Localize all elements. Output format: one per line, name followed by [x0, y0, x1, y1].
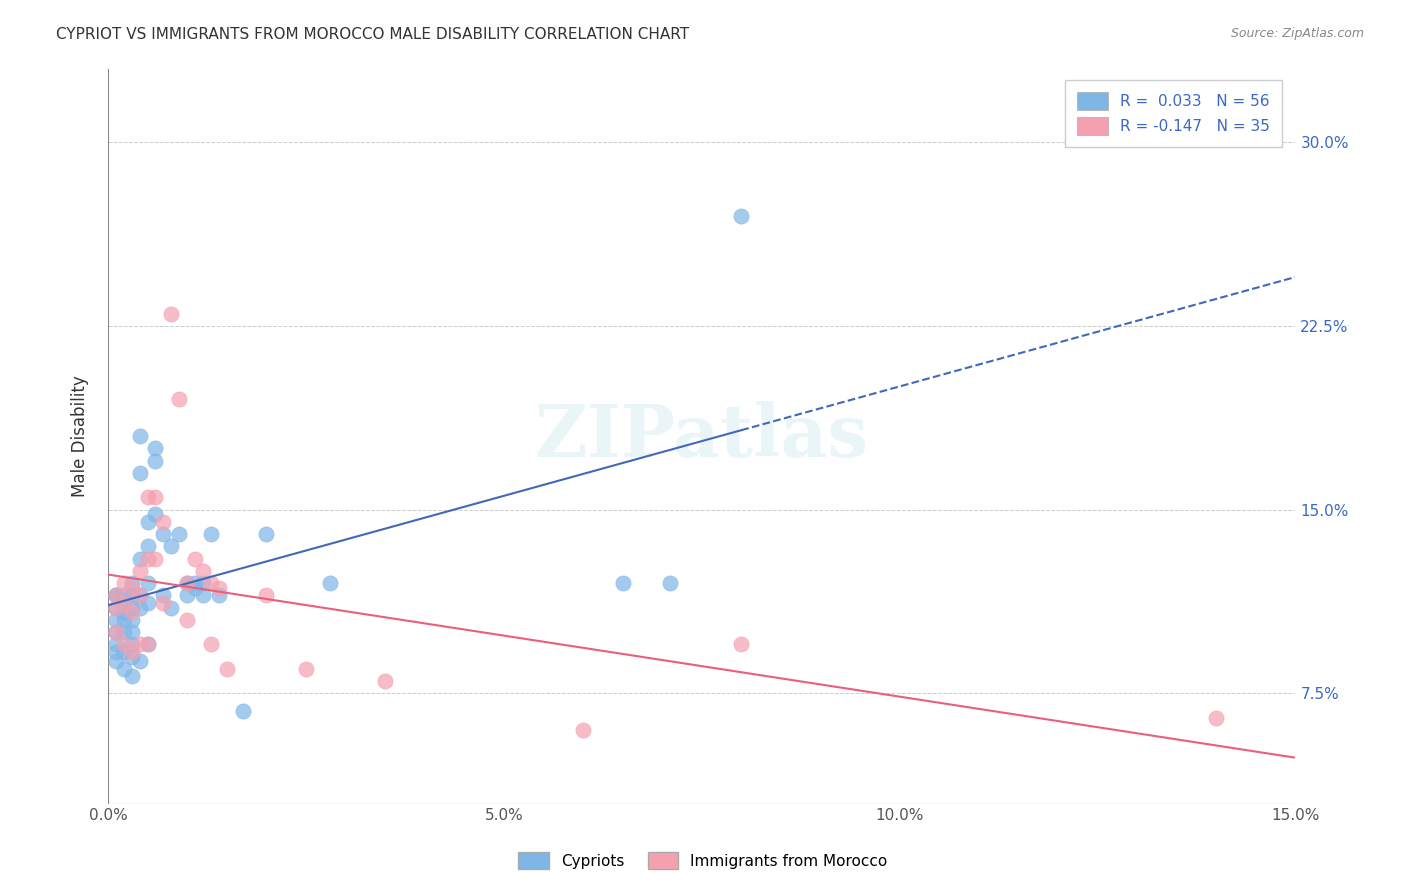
Legend: Cypriots, Immigrants from Morocco: Cypriots, Immigrants from Morocco	[512, 846, 894, 875]
Text: ZIPatlas: ZIPatlas	[534, 401, 869, 472]
Point	[136, 576, 159, 591]
Point	[121, 606, 143, 620]
Point	[145, 453, 167, 467]
Point	[112, 588, 135, 602]
Point	[104, 600, 127, 615]
Point	[136, 551, 159, 566]
Point	[145, 508, 167, 522]
Point	[318, 576, 340, 591]
Point	[167, 392, 190, 407]
Point	[200, 576, 222, 591]
Point	[295, 662, 318, 676]
Point	[145, 442, 167, 456]
Point	[152, 527, 174, 541]
Point	[152, 515, 174, 529]
Point	[112, 613, 135, 627]
Point	[184, 551, 207, 566]
Point	[128, 466, 150, 480]
Point	[160, 307, 183, 321]
Point	[128, 551, 150, 566]
Point	[121, 649, 143, 664]
Point	[128, 588, 150, 602]
Legend: R =  0.033   N = 56, R = -0.147   N = 35: R = 0.033 N = 56, R = -0.147 N = 35	[1064, 80, 1282, 147]
Point	[112, 576, 135, 591]
Point	[104, 645, 127, 659]
Point	[136, 637, 159, 651]
Point	[191, 564, 214, 578]
Point	[200, 637, 222, 651]
Point	[121, 588, 143, 602]
Point	[121, 581, 143, 595]
Point	[176, 613, 198, 627]
Point	[128, 600, 150, 615]
Point	[121, 637, 143, 651]
Point	[191, 576, 214, 591]
Text: CYPRIOT VS IMMIGRANTS FROM MOROCCO MALE DISABILITY CORRELATION CHART: CYPRIOT VS IMMIGRANTS FROM MOROCCO MALE …	[56, 27, 689, 42]
Point	[104, 613, 127, 627]
Point	[176, 588, 198, 602]
Point	[200, 527, 222, 541]
Point	[152, 588, 174, 602]
Point	[128, 637, 150, 651]
Y-axis label: Male Disability: Male Disability	[72, 376, 89, 497]
Point	[104, 588, 127, 602]
Point	[208, 581, 231, 595]
Point	[136, 596, 159, 610]
Point	[191, 588, 214, 602]
Point	[104, 588, 127, 602]
Point	[254, 588, 277, 602]
Point	[112, 606, 135, 620]
Point	[112, 645, 135, 659]
Point	[112, 662, 135, 676]
Point	[659, 576, 682, 591]
Point	[136, 491, 159, 505]
Point	[104, 625, 127, 640]
Point	[121, 625, 143, 640]
Point	[121, 645, 143, 659]
Point	[121, 576, 143, 591]
Point	[136, 637, 159, 651]
Point	[184, 581, 207, 595]
Point	[121, 613, 143, 627]
Point	[160, 600, 183, 615]
Point	[136, 539, 159, 553]
Point	[160, 539, 183, 553]
Point	[730, 209, 752, 223]
Point	[374, 674, 396, 689]
Point	[128, 564, 150, 578]
Point	[121, 600, 143, 615]
Point	[730, 637, 752, 651]
Point	[232, 704, 254, 718]
Point	[215, 662, 238, 676]
Point	[112, 625, 135, 640]
Point	[136, 515, 159, 529]
Point	[112, 596, 135, 610]
Point	[208, 588, 231, 602]
Point	[104, 600, 127, 615]
Point	[1205, 711, 1227, 725]
Point	[167, 527, 190, 541]
Point	[612, 576, 634, 591]
Point	[128, 655, 150, 669]
Point	[112, 637, 135, 651]
Point	[128, 429, 150, 443]
Point	[145, 551, 167, 566]
Point	[104, 637, 127, 651]
Point	[128, 588, 150, 602]
Point	[184, 576, 207, 591]
Point	[104, 625, 127, 640]
Point	[176, 576, 198, 591]
Point	[145, 491, 167, 505]
Point	[152, 596, 174, 610]
Point	[104, 588, 127, 602]
Point	[104, 655, 127, 669]
Point	[121, 669, 143, 683]
Point	[254, 527, 277, 541]
Text: Source: ZipAtlas.com: Source: ZipAtlas.com	[1230, 27, 1364, 40]
Point	[112, 596, 135, 610]
Point	[176, 576, 198, 591]
Point	[572, 723, 595, 738]
